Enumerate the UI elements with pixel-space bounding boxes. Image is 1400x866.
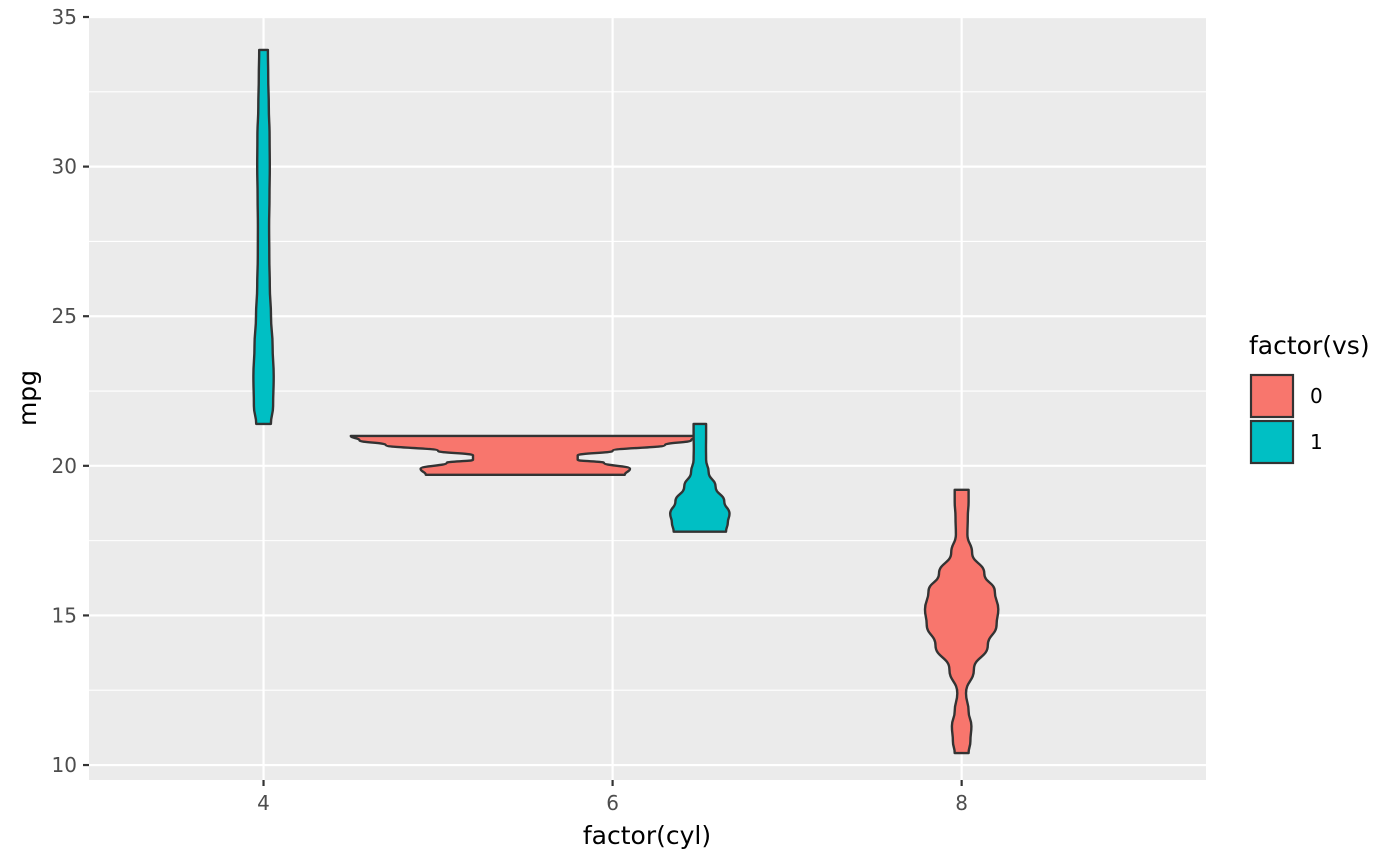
violin-cyl6-vs1 — [669, 422, 731, 533]
y-tick-label: 25 — [52, 304, 77, 328]
y-tick-label: 35 — [52, 5, 77, 29]
grid-minor — [89, 91, 1206, 691]
violins — [252, 48, 1000, 755]
y-axis: 10 15 20 25 30 35 — [52, 5, 89, 777]
legend-title: factor(vs) — [1249, 331, 1370, 360]
y-tick-label: 15 — [52, 603, 77, 627]
plot-panel — [89, 17, 1206, 780]
grid-major — [89, 15, 1206, 780]
legend-key-1 — [1249, 419, 1295, 465]
x-tick-label: 6 — [606, 791, 619, 815]
y-tick-label: 30 — [52, 155, 77, 179]
y-tick-label: 20 — [52, 454, 77, 478]
x-tick-label: 8 — [955, 791, 968, 815]
x-axis-title: factor(cyl) — [583, 821, 711, 850]
violin-cyl8-vs0 — [923, 488, 1000, 755]
violin-cyl4-vs1 — [252, 48, 275, 426]
x-axis: 4 6 8 — [257, 780, 968, 815]
violin-cyl6-vs0 — [349, 434, 702, 476]
legend-label-0: 0 — [1310, 384, 1323, 408]
legend-label-1: 1 — [1310, 430, 1323, 454]
legend-key-0 — [1249, 373, 1295, 419]
y-tick-label: 10 — [52, 753, 77, 777]
legend: factor(vs) 0 1 — [1249, 331, 1370, 465]
y-axis-title: mpg — [13, 370, 42, 426]
x-tick-label: 4 — [257, 791, 270, 815]
